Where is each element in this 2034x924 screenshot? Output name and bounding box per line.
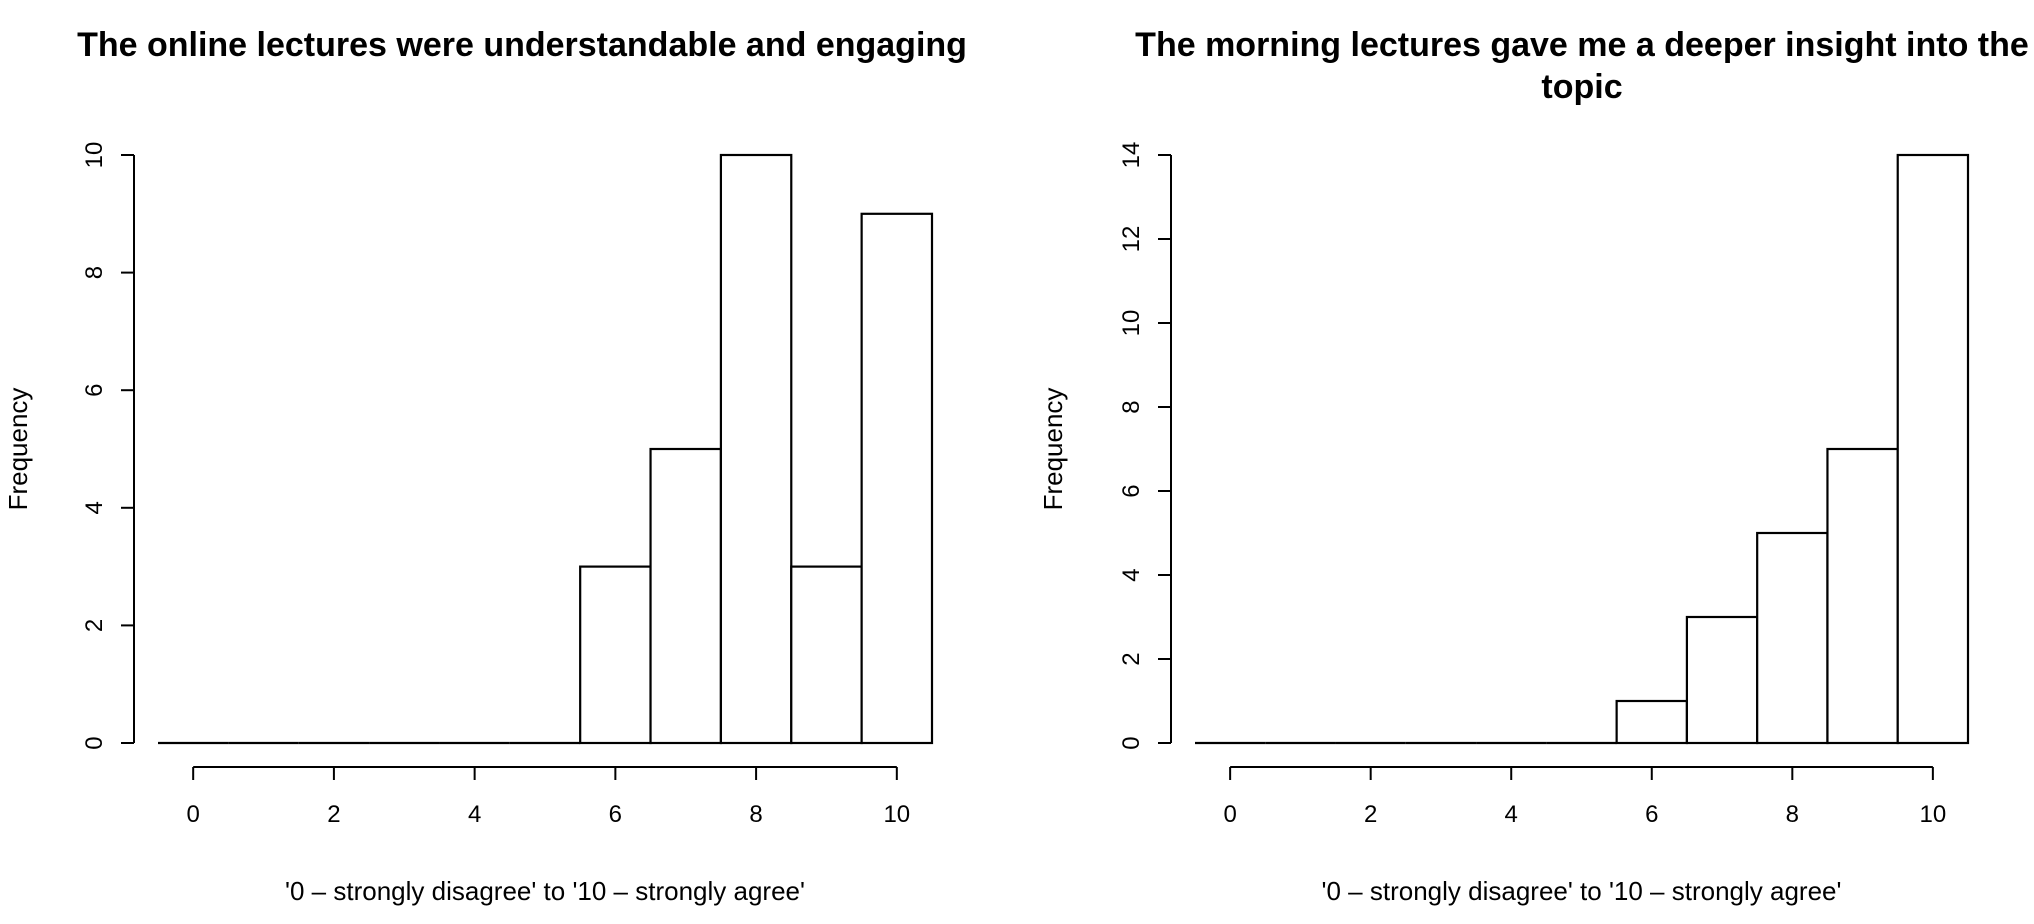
y-tick-label: 0 xyxy=(81,736,108,749)
y-tick-label: 6 xyxy=(81,384,108,397)
x-tick-label: 2 xyxy=(327,801,340,828)
y-tick-label: 14 xyxy=(1118,142,1145,169)
y-tick-label: 10 xyxy=(1118,310,1145,337)
x-tick-label: 6 xyxy=(1645,801,1658,828)
bar-9 xyxy=(1826,447,1899,745)
x-axis-label: '0 – strongly disagree' to '10 – strongl… xyxy=(1322,876,1842,906)
x-tick-label: 0 xyxy=(1223,801,1236,828)
bar-10 xyxy=(1896,153,1970,745)
x-tick-label: 10 xyxy=(1920,801,1947,828)
histogram-panel-morning-lectures: The morning lectures gave me a deeper in… xyxy=(1038,26,2029,906)
bar-7 xyxy=(649,447,723,745)
y-tick-label: 8 xyxy=(1118,400,1145,413)
x-tick-label: 10 xyxy=(883,801,910,828)
x-tick-label: 6 xyxy=(609,801,622,828)
y-axis-label: Frequency xyxy=(1038,388,1068,511)
y-tick-label: 10 xyxy=(81,142,108,169)
chart-title-line: The morning lectures gave me a deeper in… xyxy=(1135,26,2029,64)
y-tick-label: 6 xyxy=(1118,484,1145,497)
chart-title-line: topic xyxy=(1541,68,1622,106)
y-tick-label: 2 xyxy=(1118,652,1145,665)
bar-10 xyxy=(860,212,934,745)
y-tick-label: 0 xyxy=(1118,736,1145,749)
x-tick-label: 4 xyxy=(1505,801,1518,828)
y-tick-label: 8 xyxy=(81,266,108,279)
chart-title-line: The online lectures were understandable … xyxy=(77,26,967,64)
y-axis-label: Frequency xyxy=(3,388,33,511)
bar-6 xyxy=(579,565,652,745)
bar-9 xyxy=(790,565,863,745)
y-tick-label: 4 xyxy=(1118,568,1145,581)
histogram-panel-online-lectures: The online lectures were understandable … xyxy=(3,26,967,906)
x-tick-label: 8 xyxy=(1786,801,1799,828)
y-tick-label: 12 xyxy=(1118,226,1145,253)
y-tick-label: 2 xyxy=(81,619,108,632)
bar-8 xyxy=(1756,531,1829,745)
bar-7 xyxy=(1685,615,1759,745)
y-tick-label: 4 xyxy=(81,501,108,514)
x-tick-label: 2 xyxy=(1364,801,1377,828)
bar-8 xyxy=(719,153,793,745)
x-axis-label: '0 – strongly disagree' to '10 – strongl… xyxy=(285,876,805,906)
bar-6 xyxy=(1615,699,1689,745)
chart-title: The online lectures were understandable … xyxy=(77,26,967,64)
chart-title: The morning lectures gave me a deeper in… xyxy=(1135,26,2029,106)
x-tick-label: 0 xyxy=(187,801,200,828)
x-tick-label: 4 xyxy=(468,801,481,828)
x-tick-label: 8 xyxy=(749,801,762,828)
